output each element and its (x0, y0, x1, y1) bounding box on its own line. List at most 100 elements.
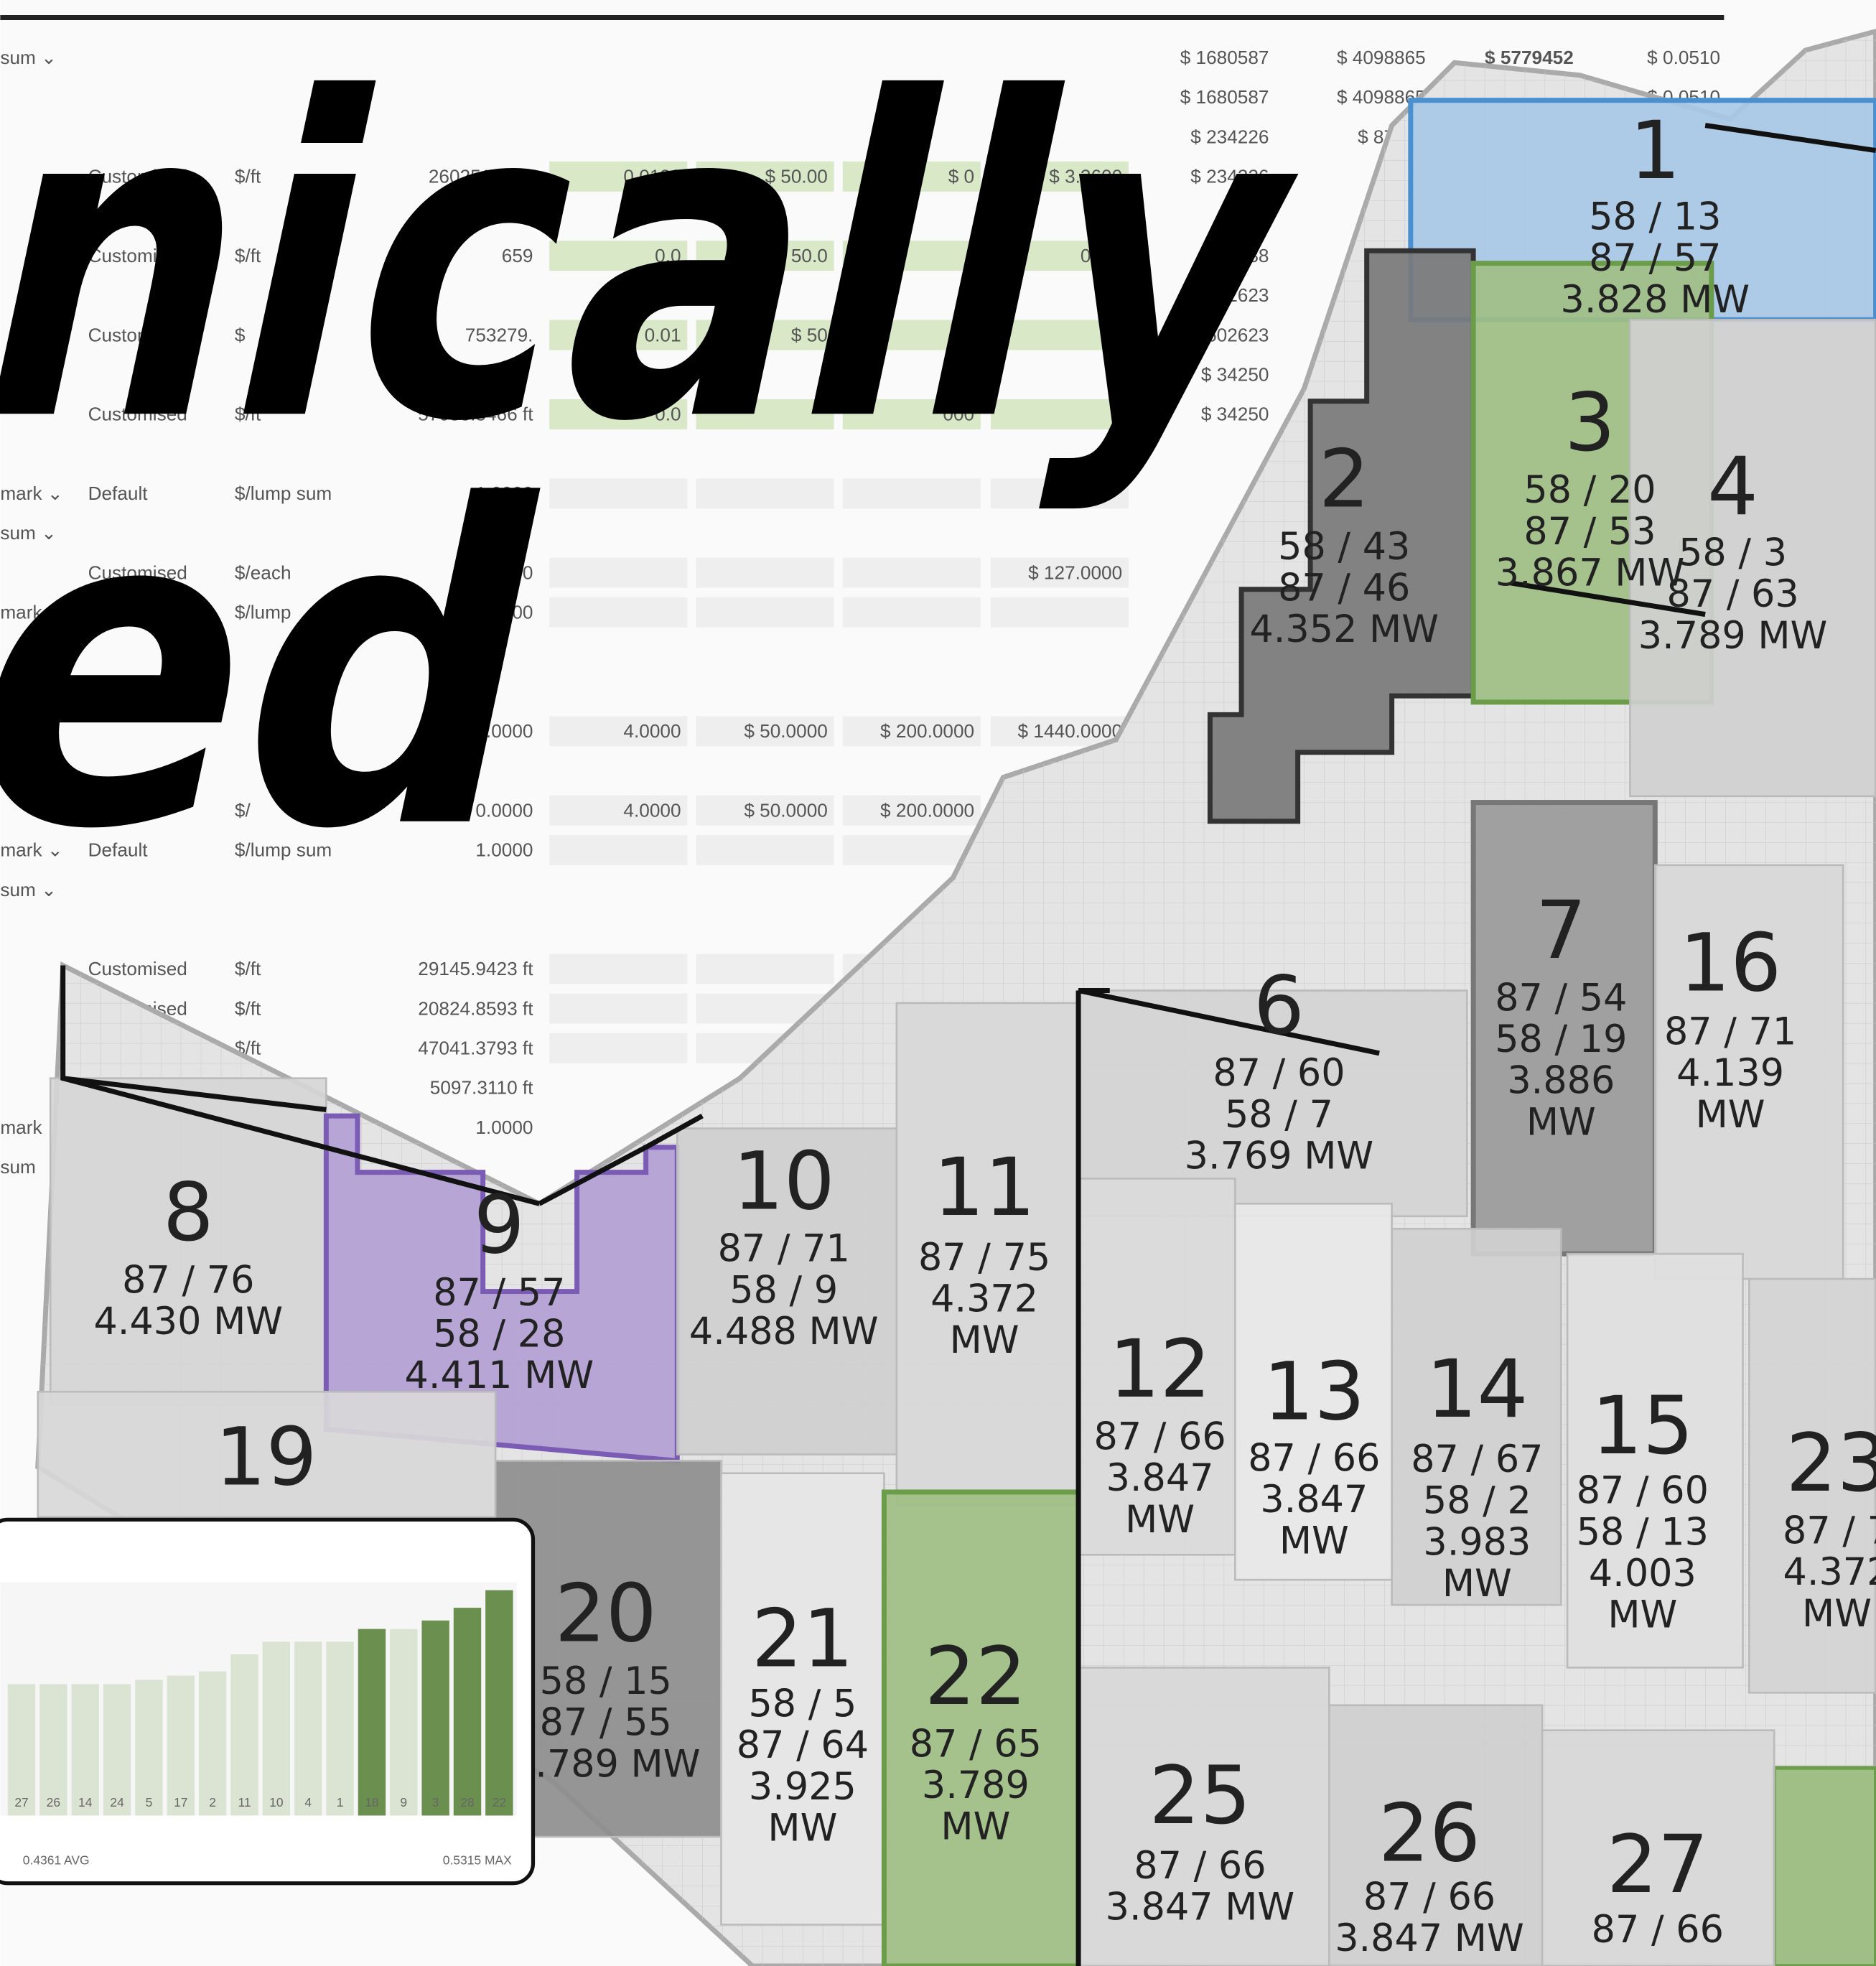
x-tick-label: 27 (14, 1795, 28, 1809)
cell-bg (696, 557, 834, 588)
block-stat: 87 / 66 (1093, 1415, 1226, 1459)
cell-bg (842, 161, 981, 192)
block-stat: 87 / 7 (1783, 1509, 1876, 1553)
bar (485, 1590, 513, 1816)
table-cell: $/each (235, 562, 291, 583)
table-cell: mark (0, 1117, 42, 1138)
x-tick-label: 17 (174, 1795, 187, 1809)
cell-bg (842, 399, 981, 429)
block-id: 1 (1630, 104, 1681, 197)
block-stat: 87 / 54 (1495, 976, 1627, 1020)
table-cell: $/ft (235, 997, 261, 1019)
block-stat: 4.003 (1589, 1552, 1697, 1595)
block-id: 23 (1786, 1417, 1876, 1510)
block-stat: 4.139 (1676, 1051, 1784, 1095)
cell-bg (842, 716, 981, 747)
table-cell: $ 50.0000 (744, 799, 828, 821)
table-cell: $ 50.00 (765, 166, 827, 187)
block-stat: 87 / 76 (122, 1258, 254, 1302)
block-id: 9 (474, 1178, 525, 1272)
headline-line: ed (0, 414, 589, 925)
block (1541, 1729, 1775, 1966)
cell-bg (990, 320, 1129, 350)
table-cell: $ 1680587 (1180, 86, 1269, 108)
table-cell: 0000 (491, 602, 533, 623)
block (1077, 1667, 1330, 1966)
block-stat: 58 / 9 (729, 1268, 838, 1312)
cell-bg (549, 320, 688, 350)
cell-bg (549, 716, 688, 747)
block-stat: 3.789 MW (1638, 614, 1828, 658)
block-stat: 87 / 46 (1278, 566, 1410, 610)
table-cell: 659 (502, 245, 533, 266)
table-cell: 0.01 (645, 324, 681, 345)
x-tick-label: 28 (460, 1795, 474, 1809)
block-stat: 3.983 (1423, 1520, 1531, 1564)
block (676, 1127, 898, 1455)
block-stat: 58 / 3 (1679, 531, 1787, 575)
table-cell: mark ⌄ (0, 839, 62, 861)
cell-bg (990, 597, 1129, 628)
table-cell: 00 (1101, 324, 1122, 345)
block-stat: 58 / 19 (1495, 1017, 1627, 1061)
table: sum ⌄ $ 1680587 $ 4098865 $ 5779452 $ 0.0510… (0, 47, 1720, 1178)
block-stat: 87 / 57 (433, 1271, 565, 1315)
x-tick-label: 18 (365, 1795, 378, 1809)
block-id: 10 (733, 1135, 835, 1228)
block-stat: 3.789 MW (511, 1742, 701, 1786)
block (1077, 1178, 1236, 1556)
block-stat: MW (1607, 1593, 1677, 1637)
inset-chart: 27 26 14 24 5 17 2 11 10 4 1 18 9 3 28 22 0.4361 AVG 0.53… (0, 1517, 536, 1886)
block-stat: MW (950, 1318, 1019, 1362)
block-stat: 58 / 13 (1577, 1510, 1709, 1554)
table-cell: 753279. (465, 324, 533, 345)
cell-bg (842, 557, 981, 588)
table-cell: 0000 (1081, 245, 1122, 266)
table-cell: 000 (502, 562, 533, 583)
block (1470, 800, 1658, 1257)
block-stat: MW (1279, 1519, 1349, 1563)
headline-line: nically (0, 6, 1340, 518)
table-cell: 0.0180 (623, 166, 681, 187)
x-tick-label: 3 (432, 1795, 439, 1809)
table-cell: $ 0.0510 (1647, 47, 1720, 68)
block-id: 19 (215, 1410, 317, 1504)
table-cell: 29145.9423 ft (418, 958, 533, 979)
block-stat: 87 / 57 (1589, 236, 1721, 280)
block-id: 21 (752, 1593, 854, 1686)
block-stat: 58 / 15 (540, 1659, 672, 1703)
block (1654, 864, 1844, 1280)
table-cell: Customised (88, 324, 187, 345)
boundary-line (538, 1114, 704, 1206)
table-cell: $ 34250 (1201, 404, 1269, 425)
x-tick-label: 10 (269, 1795, 284, 1809)
cell-bg (549, 795, 688, 826)
block-stat: 87 / 71 (718, 1227, 850, 1271)
table-cell: $ 0 (948, 166, 974, 187)
block-id: 26 (1378, 1786, 1480, 1880)
block (1772, 1766, 1876, 1966)
block-stat: 87 / 65 (910, 1722, 1042, 1766)
bar (326, 1641, 354, 1816)
block-stat: 3.886 (1507, 1059, 1615, 1103)
table-cell: sum ⌄ (0, 879, 57, 900)
boundary-line (1510, 580, 1706, 618)
bar (7, 1684, 36, 1816)
cell-bg (990, 399, 1129, 429)
block-id: 11 (933, 1141, 1035, 1234)
block-id: 20 (555, 1567, 657, 1661)
table-cell: 20824.8593 ft (418, 997, 533, 1019)
cell-bg (549, 993, 688, 1024)
block-stat: 4.372 (1783, 1550, 1876, 1594)
block-id: 16 (1679, 916, 1781, 1010)
block-stat: 58 / 13 (1589, 195, 1721, 239)
x-tick-label: 5 (146, 1795, 153, 1809)
cell-bg (696, 597, 834, 628)
block-id: 15 (1592, 1379, 1694, 1473)
cell-bg (842, 597, 981, 628)
table-cell: mark ⌄ (0, 602, 62, 623)
table-cell: 4.0000 (623, 799, 681, 821)
block-stat: 3.925 (749, 1765, 857, 1809)
